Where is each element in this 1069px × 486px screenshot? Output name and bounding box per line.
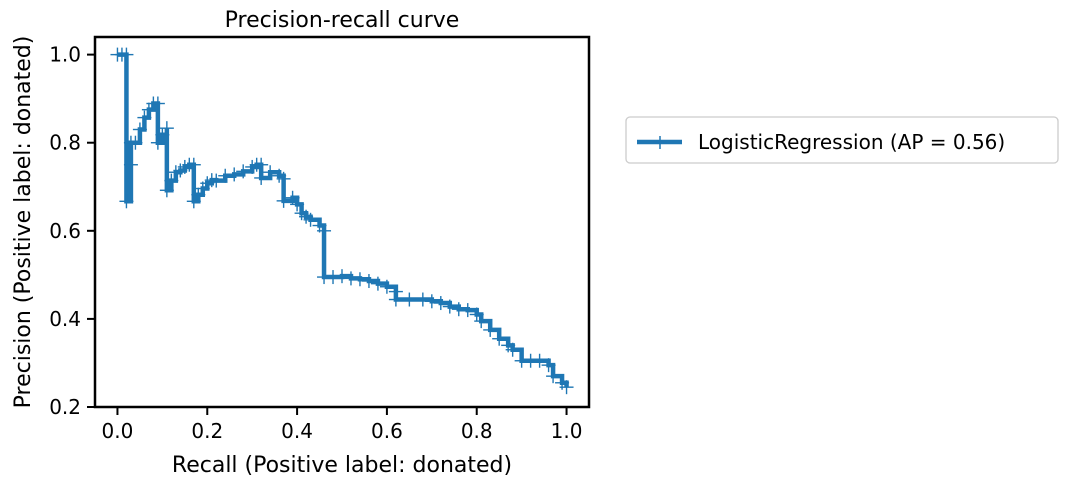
pr-point-marker xyxy=(433,296,448,311)
pr-point-marker xyxy=(236,164,251,179)
pr-point-marker xyxy=(424,294,439,309)
pr-point-marker xyxy=(303,212,318,227)
x-tick-label: 0.8 xyxy=(461,419,493,443)
pr-point-marker xyxy=(352,272,367,287)
pr-point-marker xyxy=(254,170,269,185)
pr-point-marker xyxy=(119,47,134,62)
y-tick-label: 1.0 xyxy=(49,43,81,67)
x-tick-label: 0.6 xyxy=(371,419,403,443)
pr-point-marker xyxy=(388,292,403,307)
pr-point-marker xyxy=(343,271,358,286)
pr-curve xyxy=(110,47,574,395)
pr-point-marker xyxy=(254,157,269,172)
pr-point-marker xyxy=(451,302,466,317)
chart-title: Precision-recall curve xyxy=(225,8,460,33)
pr-point-marker xyxy=(137,110,152,125)
pr-point-marker xyxy=(164,173,179,188)
pr-point-marker xyxy=(276,193,291,208)
pr-point-marker xyxy=(370,276,385,291)
pr-point-marker xyxy=(159,121,174,136)
pr-point-marker xyxy=(546,369,561,384)
y-axis-title: Precision (Positive label: donated) xyxy=(11,36,36,409)
pr-point-marker xyxy=(492,331,507,346)
pr-point-marker xyxy=(361,274,376,289)
pr-point-marker xyxy=(150,96,165,111)
pr-point-marker xyxy=(326,270,341,285)
pr-point-marker xyxy=(415,292,430,307)
pr-point-marker xyxy=(541,358,556,373)
pr-point-marker xyxy=(227,167,242,182)
pr-point-marker xyxy=(559,380,574,395)
pr-point-marker xyxy=(263,165,278,180)
x-axis-ticks: 0.0 0.2 0.4 0.6 0.8 1.0 xyxy=(102,407,583,443)
legend-marker xyxy=(653,136,667,149)
pr-point-marker xyxy=(474,314,489,329)
pr-point-marker xyxy=(317,223,332,238)
plot-area-frame xyxy=(93,35,591,409)
x-axis-title: Recall (Positive label: donated) xyxy=(172,453,512,478)
pr-point-marker xyxy=(442,299,457,314)
y-tick-label: 0.8 xyxy=(49,131,81,155)
pr-point-marker xyxy=(132,122,147,137)
legend: LogisticRegression (AP = 0.56) xyxy=(625,116,1059,164)
legend-box xyxy=(625,116,1059,164)
pr-point-marker xyxy=(128,135,143,150)
pr-point-marker xyxy=(402,292,417,307)
pr-point-marker xyxy=(119,194,134,209)
y-tick-label: 0.4 xyxy=(49,307,81,331)
pr-point-marker xyxy=(290,197,305,212)
pr-point-marker xyxy=(123,157,138,172)
pr-point-marker xyxy=(159,183,174,198)
pr-point-marker xyxy=(276,171,291,186)
pr-point-marker xyxy=(218,168,233,183)
pr-point-marker xyxy=(379,279,394,294)
y-tick-label: 0.2 xyxy=(49,395,81,419)
pr-point-marker xyxy=(483,322,498,337)
pr-point-marker xyxy=(505,342,520,357)
pr-point-marker xyxy=(209,173,224,188)
x-tick-label: 0.0 xyxy=(102,419,134,443)
y-tick-label: 0.6 xyxy=(49,219,81,243)
legend-label: LogisticRegression (AP = 0.56) xyxy=(698,130,1005,154)
y-axis-ticks: 0.2 0.4 0.6 0.8 1.0 xyxy=(49,43,95,419)
pr-point-marker xyxy=(335,269,349,284)
x-tick-label: 1.0 xyxy=(551,419,583,443)
pr-point-marker xyxy=(460,303,475,318)
pr-point-marker xyxy=(532,353,547,368)
pr-point-marker xyxy=(186,157,201,172)
pr-point-marker xyxy=(150,135,165,150)
x-tick-label: 0.2 xyxy=(191,419,223,443)
x-tick-label: 0.4 xyxy=(281,419,313,443)
